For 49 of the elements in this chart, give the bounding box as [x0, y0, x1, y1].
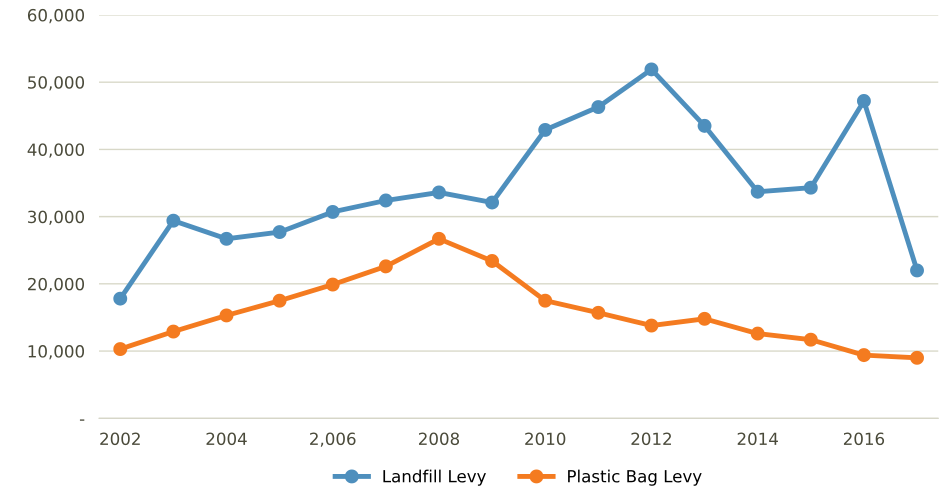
- point: [591, 306, 606, 320]
- point: [272, 294, 287, 308]
- point: [750, 326, 765, 341]
- point: [485, 196, 500, 210]
- point: [538, 294, 552, 308]
- x-tick-label: 2010: [525, 432, 566, 446]
- point: [326, 204, 340, 219]
- y-tick-label: 20,000: [28, 278, 84, 292]
- legend-label: Landfill Levy: [383, 470, 486, 486]
- point: [485, 254, 500, 268]
- x-tick-label: 2,006: [310, 432, 356, 447]
- point: [432, 185, 446, 200]
- point: [113, 342, 128, 356]
- point: [113, 292, 128, 306]
- y-tick-label: 50,000: [28, 76, 84, 90]
- point: [272, 225, 287, 240]
- point: [910, 350, 924, 365]
- point: [698, 312, 712, 326]
- point: [166, 324, 180, 339]
- point: [804, 180, 818, 195]
- x-tick-label: 2012: [631, 432, 671, 446]
- point: [220, 232, 234, 246]
- y-tick-label: 60,000: [28, 8, 84, 24]
- point: [378, 259, 393, 274]
- point: [378, 194, 393, 208]
- point: [910, 263, 924, 278]
- point: [432, 232, 446, 246]
- legend-label: Plastic Bag Levy: [568, 470, 702, 486]
- point: [856, 348, 871, 362]
- x-tick-label: 2008: [418, 432, 460, 446]
- x-tick-label: 2004: [206, 432, 247, 446]
- y-tick-label: -: [80, 419, 84, 421]
- x-tick-label: 2014: [738, 432, 778, 446]
- point: [644, 62, 658, 76]
- y-tick-label: 30,000: [28, 210, 84, 225]
- point: [750, 184, 765, 199]
- point: [326, 278, 340, 292]
- point: [804, 332, 818, 347]
- point: [698, 118, 712, 133]
- point: [166, 214, 180, 228]
- y-tick-label: 10,000: [28, 345, 84, 360]
- point: [538, 122, 552, 137]
- point: [856, 94, 871, 108]
- point: [644, 318, 658, 332]
- x-tick-label: 2002: [100, 432, 140, 446]
- x-tick-label: 2016: [844, 432, 884, 446]
- y-tick-label: 40,000: [28, 143, 84, 158]
- point: [220, 308, 234, 322]
- point: [591, 100, 606, 114]
